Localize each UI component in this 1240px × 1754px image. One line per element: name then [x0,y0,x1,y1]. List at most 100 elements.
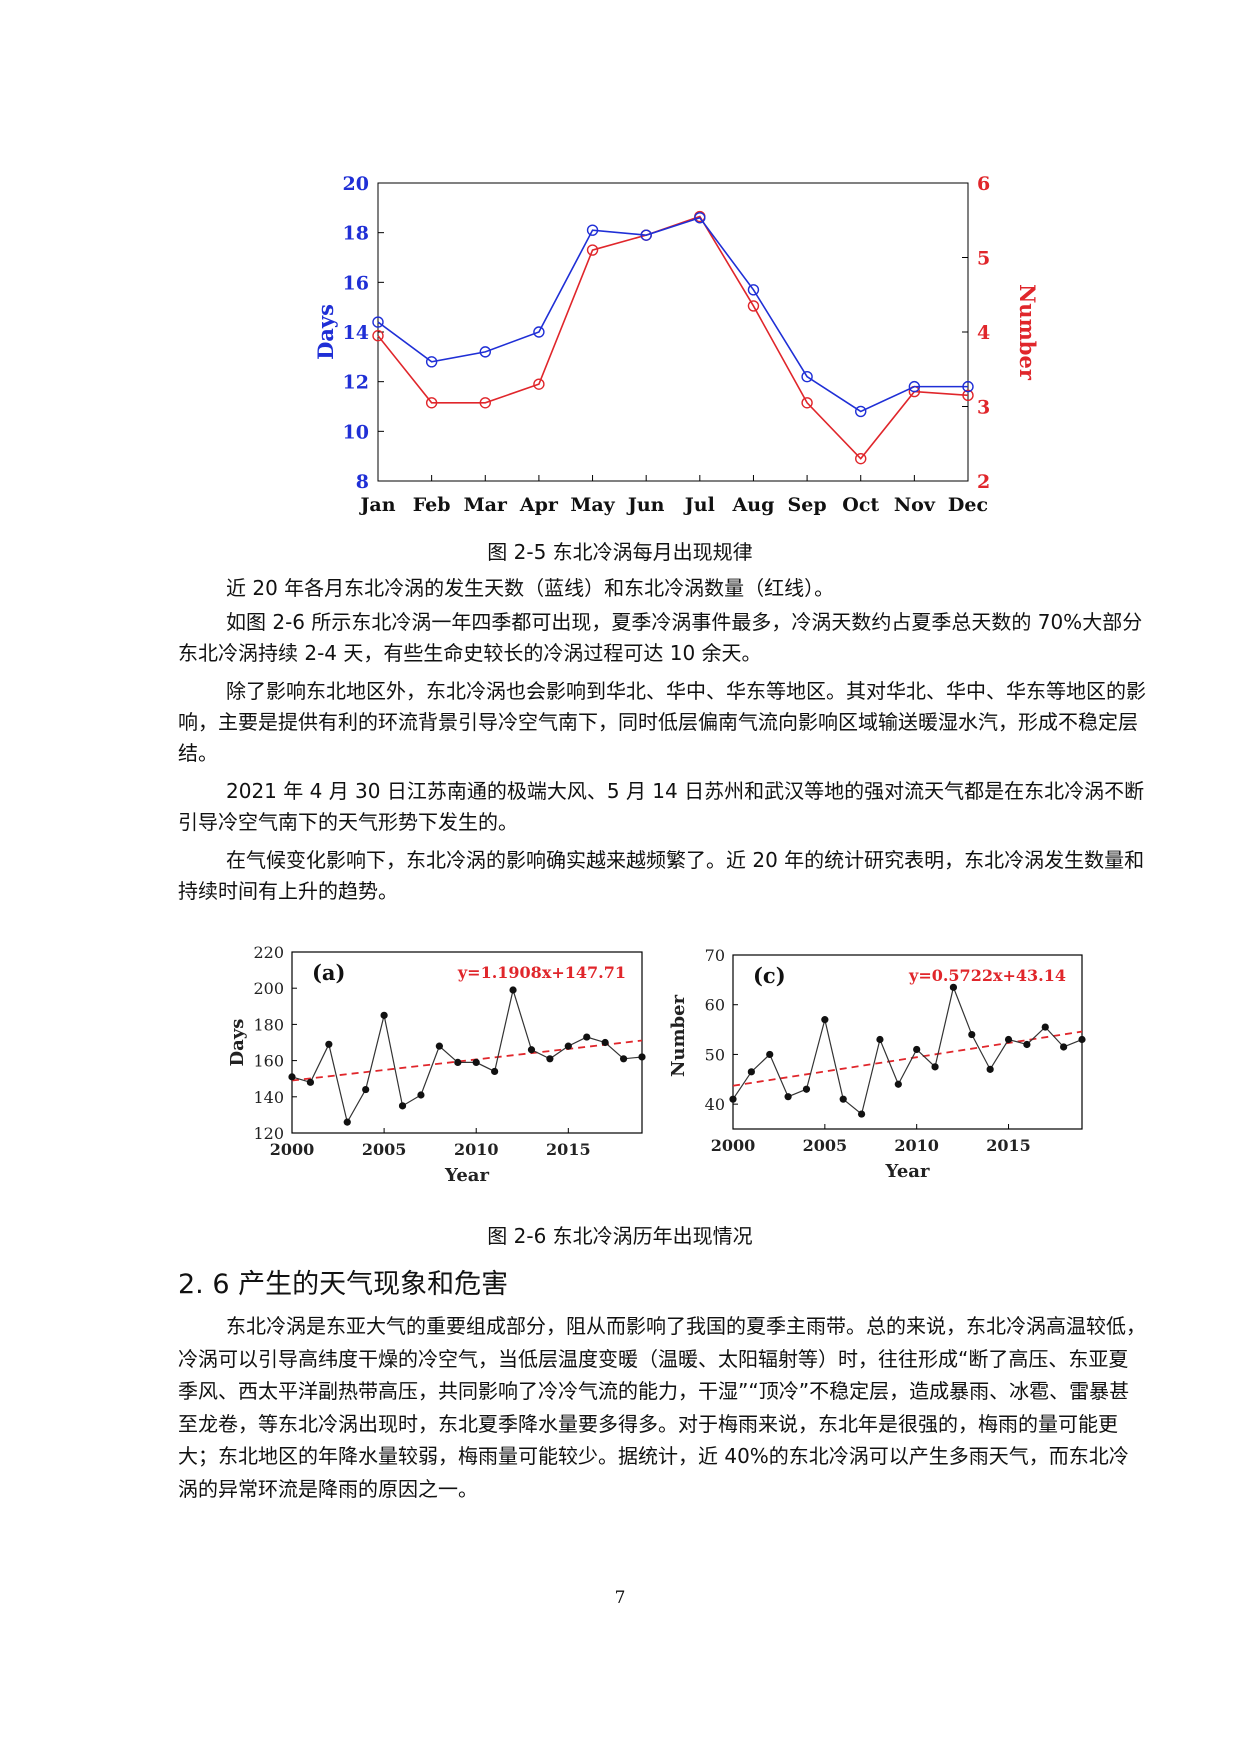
x-tick-label: Aug [732,494,775,516]
y-tick-label: 220 [253,943,284,962]
data-point [839,1095,847,1103]
data-point [472,1058,480,1067]
data-point [821,1016,829,1024]
data-point [913,1045,921,1054]
data-point [968,1030,976,1039]
figure-2-6-caption: 图 2-6 东北冷涡历年出现情况 [487,1224,753,1248]
data-point [784,1093,792,1101]
data-point [398,1102,407,1110]
x-tick-label: Feb [413,494,451,516]
data-point [417,1091,425,1099]
right-tick-label: 4 [977,322,990,344]
yearly-number-chart: 40 50 60 70 2000 2005 2010 2015 Year Number (c) y=0… [668,946,1086,1182]
data-point [380,1011,388,1019]
x-tick-label: 2015 [986,1136,1031,1155]
days-series-point [908,380,921,393]
days-series-point [694,212,706,224]
paragraph-1: 近 20 年各月东北冷涡的发生天数（蓝线）和东北冷涡数量（红线）。 [226,576,835,600]
days-series-point [372,316,384,328]
days-series-point [425,356,438,368]
paragraph-6: 东北冷涡是东亚大气的重要组成部分，阻从而影响了我国的夏季主雨带。总的来说，东北冷… [178,1314,1146,1501]
data-point [1078,1035,1086,1044]
x-axis-label: Year [444,1165,489,1186]
y-tick-label: 40 [705,1095,725,1114]
number-series-point [533,378,545,390]
number-series-point [372,330,384,342]
right-tick-label: 2 [977,471,990,493]
x-tick-label: Nov [894,494,936,516]
days-series-point [962,380,974,393]
data-point [435,1042,443,1050]
right-tick-label: 5 [977,248,990,270]
y-tick-label: 160 [253,1052,284,1071]
data-point [564,1042,572,1050]
paragraph-5: 在气候变化影响下，东北冷涡的影响确实越来越频繁了。近 20 年的统计研究表明，东… [178,848,1145,903]
trend-equation: y=0.5722x+43.14 [908,966,1066,985]
x-tick-label: 2005 [362,1140,407,1159]
data-point [931,1063,939,1071]
data-point [857,1110,866,1118]
days-series-point [533,326,545,338]
y-tick-label: 50 [705,1045,725,1064]
y-tick-label: 140 [253,1088,284,1107]
y-axis-label: Number [668,994,689,1077]
days-series-line [377,216,968,413]
x-tick-label: Mar [464,494,508,516]
data-point [949,983,958,991]
data-point [876,1035,884,1044]
days-series-point [801,371,813,383]
data-point [306,1078,315,1086]
panel-label: (a) [312,960,345,985]
data-point [638,1053,646,1061]
x-tick-label: 2005 [803,1136,848,1155]
data-point [362,1085,370,1094]
left-tick-label: 8 [356,471,369,493]
page-number: 7 [614,1588,626,1608]
left-tick-label: 16 [343,272,369,294]
data-point [1004,1035,1013,1044]
left-tick-label: 10 [343,421,369,443]
x-tick-label: 2010 [894,1136,939,1155]
data-point [747,1068,755,1076]
number-series-point [479,397,491,409]
days-series-point [855,405,867,418]
data-point [454,1058,462,1067]
x-tick-label: May [570,494,615,516]
x-tick-label: 2015 [546,1140,591,1159]
x-tick-label: Apr [519,494,559,516]
data-point [1041,1023,1049,1031]
trend-equation: y=1.1908x+147.71 [457,963,626,982]
data-point [491,1067,499,1076]
plot-frame [291,951,643,1134]
days-series-point [640,229,652,241]
data-point [325,1040,333,1048]
number-series-point [747,300,760,312]
y-tick-label: 60 [705,996,725,1015]
paragraph-4: 2021 年 4 月 30 日江苏南通的极端大风、5 月 14 日苏州和武汉等地… [178,779,1145,834]
figure-2-5-caption: 图 2-5 东北冷涡每月出现规律 [487,540,753,564]
left-axis-label: Days [313,304,338,360]
y-axis-label: Days [227,1019,248,1067]
number-series-point [425,397,438,409]
data-point [802,1085,811,1093]
days-series-point [479,346,491,358]
data-point [986,1065,994,1073]
days-series-point [747,284,760,296]
data-point [527,1046,536,1054]
data-point [619,1055,628,1063]
data-point [509,986,517,994]
paragraph-2: 如图 2-6 所示东北冷涡一年四季都可出现，夏季冷涡事件最多，冷涡天数约占夏季总… [178,610,1143,665]
x-tick-label: Jan [358,494,395,516]
trend-line [291,1039,643,1082]
paragraph-3: 除了影响东北地区外，东北冷涡也会影响到华北、华中、华东等地区。其对华北、华中、华… [178,679,1146,765]
data-point [1060,1043,1068,1051]
data-point [288,1073,296,1081]
number-series-point [586,244,599,256]
right-tick-label: 3 [977,397,990,419]
left-tick-label: 20 [343,173,369,195]
number-series-line [377,215,969,460]
data-point [1023,1040,1031,1049]
data-point [766,1050,774,1059]
days-series-point [586,224,599,236]
left-tick-label: 12 [343,372,369,394]
